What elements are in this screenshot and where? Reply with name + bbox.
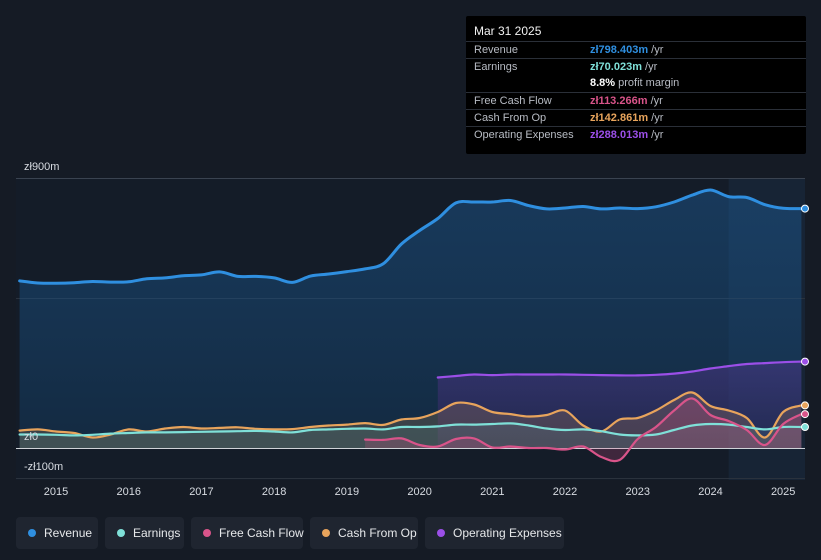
tooltip-row-fcf: Free Cash Flow zł113.266m /yr — [466, 92, 806, 110]
legend-dot-icon — [322, 529, 330, 537]
x-tick-label: 2022 — [553, 486, 577, 498]
x-tick-label: 2024 — [698, 486, 722, 498]
x-tick-label: 2017 — [189, 486, 213, 498]
legend-label: Earnings — [133, 526, 181, 540]
tooltip-row-revenue: Revenue zł798.403m /yr — [466, 41, 806, 59]
y-label-zero: zł0 — [24, 431, 38, 443]
x-tick-label: 2021 — [480, 486, 504, 498]
tooltip-unit: /yr — [645, 61, 658, 73]
tooltip: Mar 31 2025 Revenue zł798.403m /yr Earni… — [466, 16, 806, 154]
tooltip-row-cfo: Cash From Op zł142.861m /yr — [466, 109, 806, 127]
tooltip-row-earnings: Earnings zł70.023m /yr — [466, 58, 806, 76]
legend-label: Cash From Op — [338, 526, 417, 540]
legend-dot-icon — [437, 529, 445, 537]
tooltip-label: Revenue — [474, 44, 519, 56]
tooltip-row-opex: Operating Expenses zł288.013m /yr — [466, 126, 806, 144]
legend-dot-icon — [28, 529, 36, 537]
tooltip-unit: /yr — [651, 112, 664, 124]
legend-dot-icon — [203, 529, 211, 537]
legend-label: Operating Expenses — [453, 526, 562, 540]
x-tick-label: 2019 — [335, 486, 359, 498]
legend-item-earnings[interactable]: Earnings — [105, 517, 184, 549]
tooltip-unit: /yr — [650, 95, 663, 107]
tooltip-row-margin: 8.8% profit margin — [466, 75, 806, 92]
x-tick-label: 2023 — [626, 486, 650, 498]
legend-item-cash-from-op[interactable]: Cash From Op — [310, 517, 418, 549]
earnings-endpoint — [801, 423, 809, 431]
tooltip-label: Free Cash Flow — [474, 95, 552, 107]
revenue-endpoint — [801, 204, 809, 213]
tooltip-date: Mar 31 2025 — [474, 24, 542, 38]
tooltip-label: Earnings — [474, 61, 518, 73]
legend-label: Revenue — [44, 526, 93, 540]
legend-label: Free Cash Flow — [219, 526, 304, 540]
tooltip-label: Operating Expenses — [474, 129, 574, 141]
y-label-bottom: -zł100m — [24, 461, 63, 473]
tooltip-label: Cash From Op — [474, 112, 547, 124]
tooltip-value: zł288.013m — [590, 129, 649, 141]
x-tick-label: 2015 — [44, 486, 68, 498]
tooltip-unit: profit margin — [618, 77, 680, 89]
tooltip-unit: /yr — [651, 44, 664, 56]
x-tick-label: 2020 — [407, 486, 431, 498]
tooltip-value: 8.8% — [590, 77, 616, 89]
cash-from-op-endpoint — [801, 401, 809, 410]
x-tick-label: 2016 — [116, 486, 140, 498]
free-cash-flow-line — [364, 397, 803, 463]
tooltip-value: zł70.023m — [590, 61, 642, 73]
operating-expenses-line — [436, 360, 803, 379]
cash-from-op-area — [19, 392, 802, 448]
earnings-line — [18, 422, 803, 437]
tooltip-value: zł798.403m — [590, 44, 649, 56]
legend-item-revenue[interactable]: Revenue — [16, 517, 98, 549]
earnings-area — [19, 423, 802, 448]
y-label-top: zł900m — [24, 161, 59, 173]
free-cash-flow-endpoint — [801, 410, 809, 419]
legend-dot-icon — [117, 529, 125, 537]
tooltip-value: zł113.266m — [590, 95, 648, 107]
operating-expenses-endpoint — [801, 357, 809, 366]
revenue-line — [18, 188, 803, 285]
tooltip-unit: /yr — [651, 129, 664, 141]
x-tick-label: 2025 — [771, 486, 795, 498]
legend-item-free-cash-flow[interactable]: Free Cash Flow — [191, 517, 304, 549]
tooltip-value: zł142.861m — [590, 112, 649, 124]
x-tick-label: 2018 — [262, 486, 286, 498]
free-cash-flow-area — [365, 398, 802, 462]
legend-item-operating-expenses[interactable]: Operating Expenses — [425, 517, 564, 549]
